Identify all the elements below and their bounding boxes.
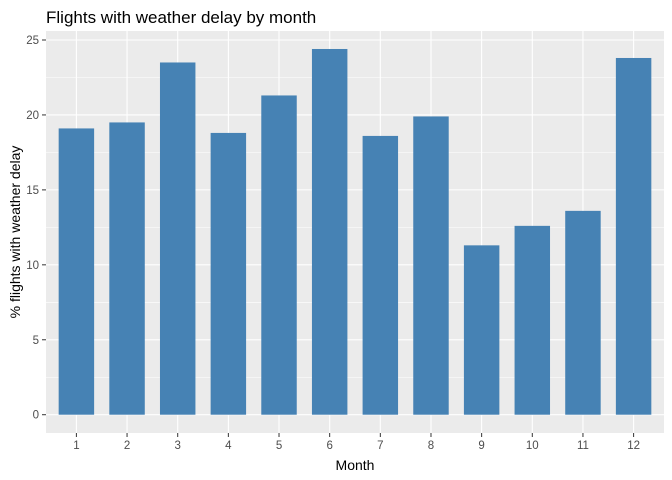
bar-month-1	[58, 128, 95, 415]
y-axis-title: % flights with weather delay	[7, 146, 23, 319]
bars	[58, 48, 652, 415]
bar-month-4	[210, 132, 247, 415]
plot-panel	[46, 31, 664, 433]
bar-month-11	[565, 210, 601, 415]
x-tick-label: 5	[276, 440, 282, 452]
bar-month-7	[362, 135, 399, 415]
x-tick-label: 3	[175, 440, 181, 452]
y-tick-label: 25	[26, 35, 39, 47]
bar-month-8	[413, 116, 449, 415]
bar-month-10	[514, 225, 551, 415]
y-tick-label: 5	[33, 335, 39, 347]
x-tick-label: 6	[326, 440, 332, 452]
x-tick-label: 4	[225, 440, 232, 452]
bar-month-6	[311, 48, 348, 415]
x-axis: 1 2 3 4 5 6 7 8 9 10 11 12	[73, 433, 640, 452]
chart-title: Flights with weather delay by month	[46, 8, 316, 27]
x-tick-label: 12	[627, 440, 640, 452]
y-tick-label: 0	[33, 410, 39, 422]
x-axis-title: Month	[336, 457, 375, 473]
x-tick-label: 1	[73, 440, 79, 452]
bar-month-3	[159, 62, 196, 415]
x-tick-label: 10	[526, 440, 539, 452]
bar-month-5	[261, 95, 297, 415]
x-tick-label: 7	[377, 440, 383, 452]
x-tick-label: 11	[577, 440, 589, 452]
y-tick-label: 20	[26, 110, 39, 122]
y-tick-label: 10	[26, 260, 39, 272]
y-axis: 0 5 10 15 20 25	[26, 35, 46, 422]
bar-month-12	[615, 57, 652, 415]
bar-month-2	[109, 122, 145, 415]
x-tick-label: 9	[478, 440, 484, 452]
bar-month-9	[463, 245, 500, 415]
x-tick-label: 2	[124, 440, 130, 452]
minor-gridlines	[46, 77, 664, 378]
y-tick-label: 15	[26, 185, 39, 197]
x-tick-label: 8	[428, 440, 434, 452]
